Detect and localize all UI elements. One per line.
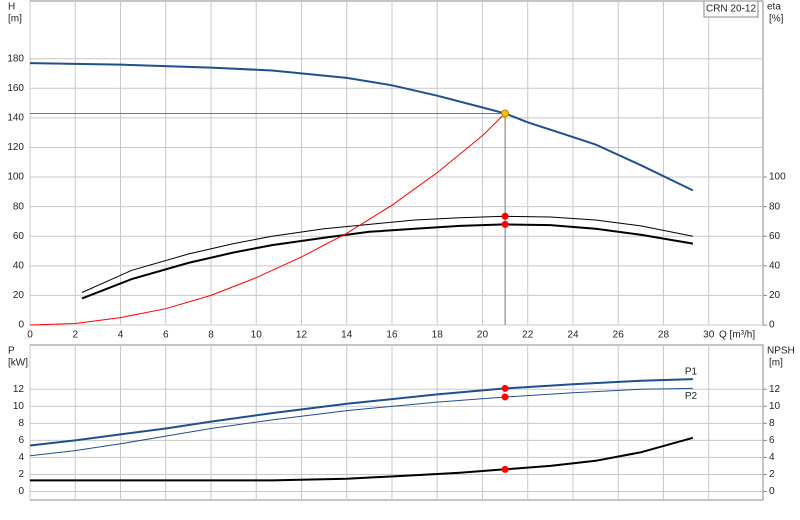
x-axis-label: Q [m³/h] <box>719 330 755 341</box>
y2-tick-label: 20 <box>769 290 781 301</box>
y-tick-label: 8 <box>18 418 24 429</box>
y-tick-label: 160 <box>7 83 24 94</box>
series-label: P2 <box>685 391 698 402</box>
series-line <box>81 215 693 293</box>
x-tick-label: 20 <box>477 330 489 341</box>
series-line <box>30 436 694 482</box>
plot-frame <box>29 0 764 326</box>
x-tick-label: 18 <box>432 330 444 341</box>
y2-tick-label: 0 <box>769 486 775 497</box>
y-tick-label: 40 <box>13 260 25 271</box>
y2-tick-label: 40 <box>769 260 781 271</box>
operating-point <box>501 465 509 473</box>
x-tick-label: 2 <box>72 330 78 341</box>
y-tick-label: 12 <box>13 384 25 395</box>
y2-axis-unit: [m] <box>769 358 783 369</box>
operating-point <box>501 109 510 118</box>
y-axis-unit: [m] <box>8 14 22 25</box>
x-tick-label: 4 <box>118 330 124 341</box>
y-axis-label: H <box>8 2 15 13</box>
y-tick-label: 20 <box>13 290 25 301</box>
series-line <box>29 387 693 457</box>
x-tick-label: 26 <box>613 330 625 341</box>
y-tick-label: 120 <box>7 142 24 153</box>
y-tick-label: 2 <box>18 469 24 480</box>
y-tick-label: 10 <box>13 401 25 412</box>
y2-axis-label: NPSH <box>767 346 795 357</box>
x-tick-label: 10 <box>251 330 263 341</box>
y2-tick-label: 8 <box>769 418 775 429</box>
y2-tick-label: 80 <box>769 201 781 212</box>
y-tick-label: 180 <box>7 53 24 64</box>
chart-title: CRN 20-12 <box>706 4 756 15</box>
x-tick-label: 22 <box>522 330 534 341</box>
y2-tick-label: 2 <box>769 469 775 480</box>
y-tick-label: 6 <box>18 435 24 446</box>
series-line <box>81 223 694 300</box>
operating-point <box>501 220 509 228</box>
y-axis-unit: [kW] <box>8 358 28 369</box>
x-tick-label: 12 <box>296 330 308 341</box>
y2-tick-label: 4 <box>769 452 775 463</box>
y2-tick-label: 100 <box>769 172 786 183</box>
y-tick-label: 140 <box>7 113 24 124</box>
y-tick-label: 4 <box>18 452 24 463</box>
operating-point <box>501 393 509 401</box>
y-tick-label: 100 <box>7 172 24 183</box>
y2-tick-label: 6 <box>769 435 775 446</box>
y2-axis-unit: [%] <box>769 14 784 25</box>
y2-tick-label: 12 <box>769 384 781 395</box>
y-tick-label: 80 <box>13 201 25 212</box>
y2-axis-label: eta <box>767 2 781 13</box>
x-tick-label: 30 <box>703 330 715 341</box>
y2-tick-label: 60 <box>769 231 781 242</box>
operating-point <box>501 384 509 392</box>
x-tick-label: 8 <box>208 330 214 341</box>
title-box <box>703 0 759 18</box>
x-tick-label: 6 <box>163 330 169 341</box>
y-tick-label: 0 <box>18 486 24 497</box>
y-tick-label: 60 <box>13 231 25 242</box>
x-tick-label: 0 <box>27 330 33 341</box>
y-tick-label: 0 <box>18 320 24 331</box>
operating-point <box>501 212 509 220</box>
y2-tick-label: 10 <box>769 401 781 412</box>
series-line <box>29 113 506 326</box>
x-tick-label: 16 <box>386 330 398 341</box>
y-axis-label: P <box>8 346 15 357</box>
series-line <box>29 62 694 192</box>
series-label: P1 <box>685 367 698 378</box>
x-tick-label: 28 <box>658 330 670 341</box>
x-tick-label: 14 <box>341 330 353 341</box>
y2-tick-label: 0 <box>769 320 775 331</box>
series-line <box>29 378 693 447</box>
x-tick-label: 24 <box>567 330 579 341</box>
